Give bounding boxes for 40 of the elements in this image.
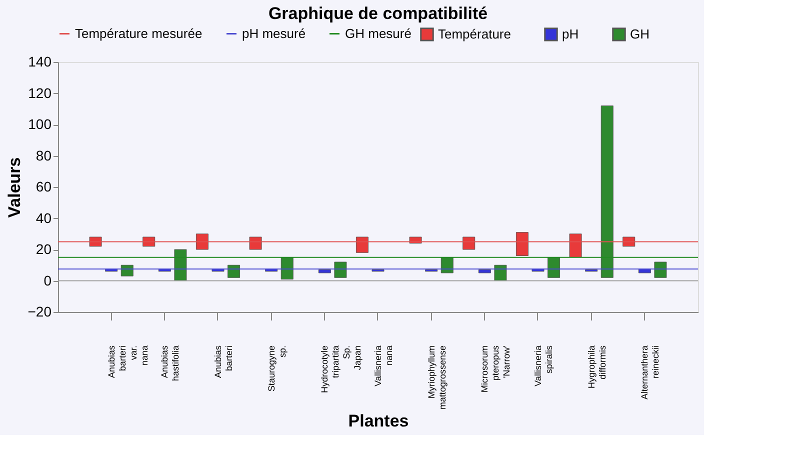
y-tick-label: 0 xyxy=(44,272,52,288)
legend-label: GH xyxy=(630,26,650,42)
x-tick-label: Vallisneria nana xyxy=(373,346,394,386)
bar xyxy=(120,264,134,276)
y-tick-label: 140 xyxy=(28,54,52,70)
y-axis-title: Valeurs xyxy=(4,157,24,218)
y-tick-label: 40 xyxy=(36,210,52,226)
legend-label: pH xyxy=(562,26,579,42)
y-tick-label: 120 xyxy=(28,84,52,101)
y-tick-label: 20 xyxy=(36,241,52,257)
legend-label: GH mesuré xyxy=(345,26,412,41)
bar xyxy=(334,262,347,278)
y-tick-label: 80 xyxy=(36,147,52,164)
x-tick-label: Vallisneria spiralis xyxy=(533,345,554,386)
legend-label: pH mesuré xyxy=(242,26,306,41)
bar xyxy=(516,232,528,256)
chart-title: Graphique de compatibilité xyxy=(268,4,488,23)
bar xyxy=(494,264,507,281)
x-tick-label: Hydrocotyle tripartita Sp. Japan xyxy=(320,346,363,394)
bar xyxy=(228,264,240,278)
y-tick-label: 60 xyxy=(36,178,52,194)
legend-label: Température mesurée xyxy=(75,26,202,41)
bar xyxy=(478,270,491,274)
bar xyxy=(318,270,331,274)
x-axis-title: Plantes xyxy=(348,412,409,431)
x-tick-label: Staurogyne sp. xyxy=(266,346,288,392)
y-tick-label: −20 xyxy=(28,304,52,320)
bar xyxy=(654,262,667,278)
legend-label: Température xyxy=(438,26,511,42)
bar xyxy=(249,236,262,250)
bar xyxy=(356,236,368,253)
bar xyxy=(196,234,208,250)
x-tick-label: Anubias barteri var. nana xyxy=(106,345,150,378)
bar xyxy=(569,234,582,258)
x-tick-label: Microsorum pteropus 'Narrow' xyxy=(480,345,512,393)
bar xyxy=(462,236,476,250)
x-tick-label: Anubias barteri xyxy=(213,345,234,378)
y-tick-label: 100 xyxy=(28,116,52,132)
x-tick-label: Hygrophila difformis xyxy=(586,345,608,389)
x-tick-label: Alternanthera reineckii xyxy=(640,346,661,400)
